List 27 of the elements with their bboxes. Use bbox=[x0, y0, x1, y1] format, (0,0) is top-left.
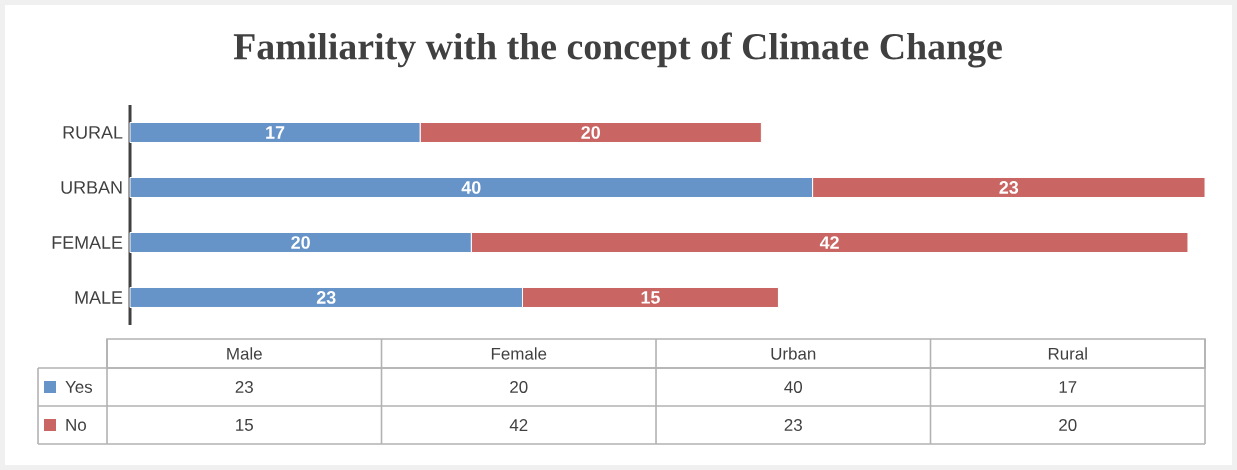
data-label: 15 bbox=[641, 291, 660, 304]
text: Female bbox=[491, 347, 547, 360]
text: 40 bbox=[784, 381, 803, 393]
text: 17 bbox=[1059, 381, 1077, 393]
data-label: 20 bbox=[291, 236, 310, 249]
data-label: 40 bbox=[461, 181, 481, 194]
data-label: 20 bbox=[581, 126, 600, 139]
data-label: 23 bbox=[999, 181, 1019, 194]
text: 23 bbox=[784, 419, 802, 431]
y-tick-label: RURAL bbox=[63, 126, 123, 139]
legend-label: No bbox=[66, 419, 86, 431]
text: 42 bbox=[509, 419, 528, 431]
chart-title: Familiarity with the concept of Climate Change bbox=[233, 32, 1002, 68]
y-tick-label: FEMALE bbox=[52, 236, 123, 249]
text: Urban bbox=[771, 347, 816, 360]
text: Rural bbox=[1048, 347, 1087, 360]
data-label: 42 bbox=[819, 236, 839, 249]
y-tick-label: MALE bbox=[75, 291, 123, 304]
legend-label: Yes bbox=[65, 381, 93, 393]
text: 15 bbox=[236, 419, 253, 431]
text: 20 bbox=[1059, 419, 1077, 431]
text: 23 bbox=[235, 381, 253, 393]
text: Male bbox=[227, 347, 262, 360]
text: 20 bbox=[510, 381, 528, 393]
y-tick-label: URBAN bbox=[61, 181, 122, 194]
data-label: 17 bbox=[266, 126, 285, 139]
data-label: 23 bbox=[316, 291, 336, 304]
